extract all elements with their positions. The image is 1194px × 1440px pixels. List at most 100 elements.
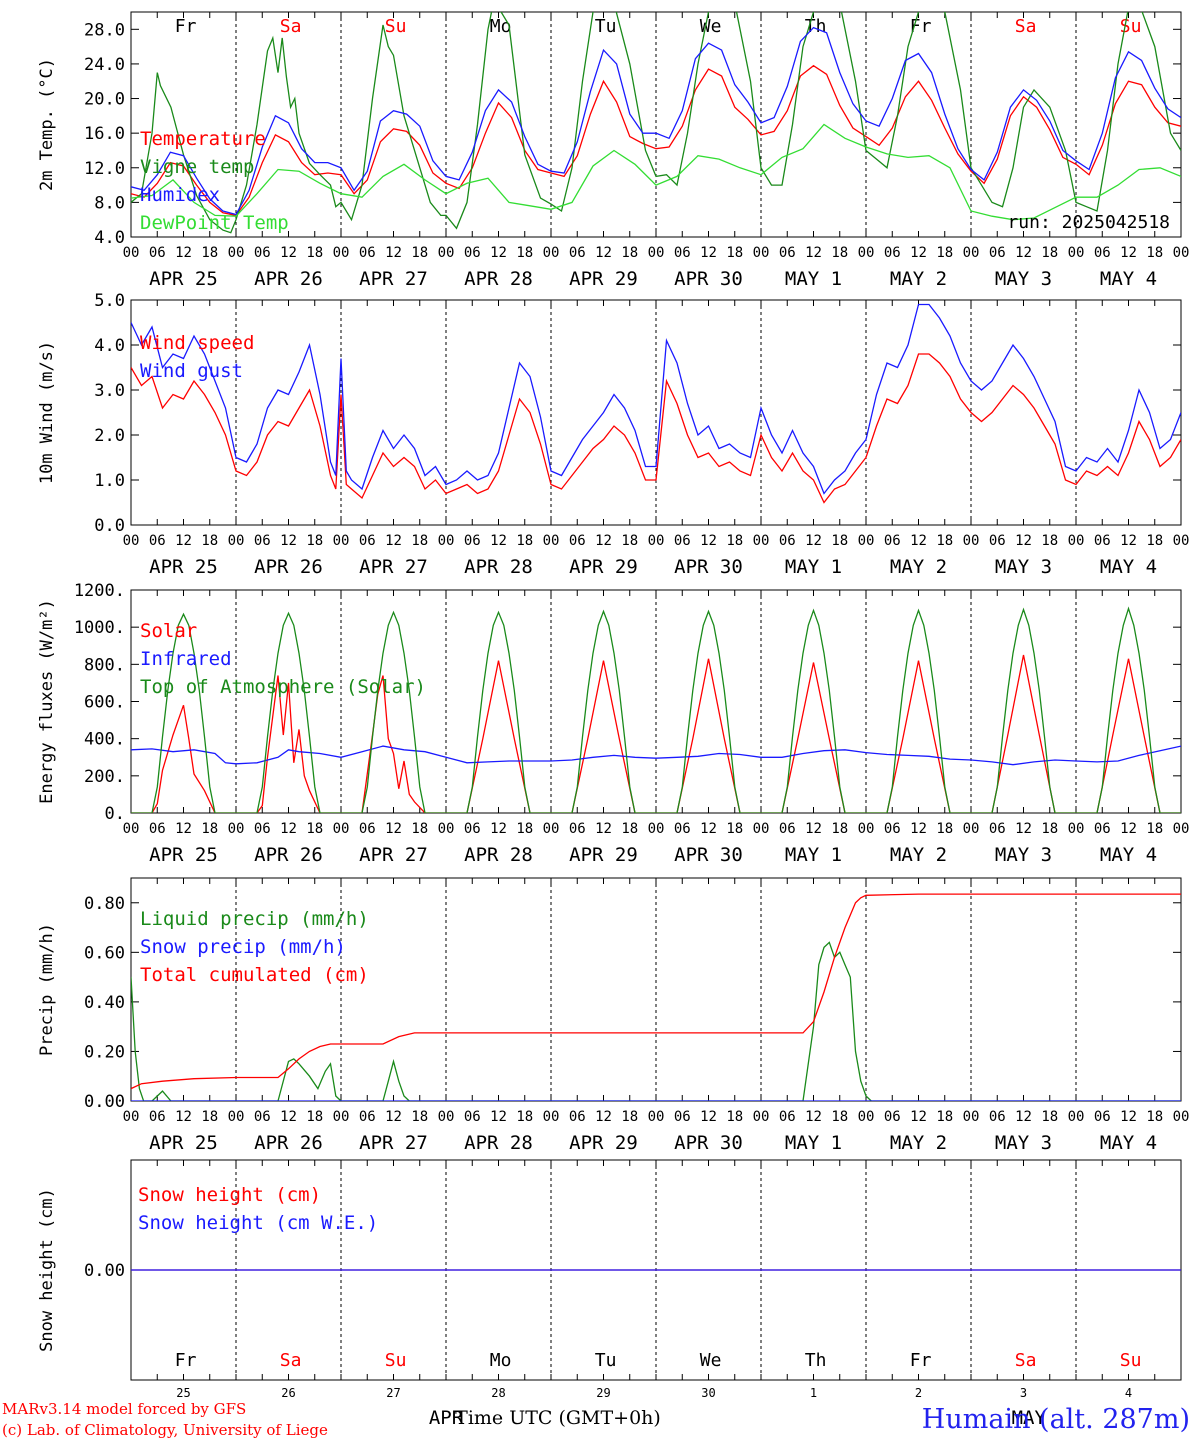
hour-tick-label: 06 — [884, 821, 901, 837]
day-number-label: 27 — [386, 1386, 400, 1400]
hour-tick-label: 00 — [228, 1109, 245, 1125]
hour-tick-label: 12 — [805, 821, 822, 837]
hour-tick-label: 00 — [123, 533, 140, 549]
hour-tick-label: 06 — [149, 821, 166, 837]
hour-tick-label: 18 — [621, 245, 638, 261]
hour-tick-label: 18 — [726, 1109, 743, 1125]
hour-tick-label: 18 — [201, 533, 218, 549]
hour-tick-label: 00 — [543, 533, 560, 549]
day-name-label: We — [700, 16, 722, 37]
hour-tick-label: 00 — [1173, 533, 1190, 549]
legend-entry: Vigne temp — [140, 156, 254, 178]
date-label: APR 26 — [254, 268, 323, 290]
hour-tick-label: 00 — [1173, 1109, 1190, 1125]
hour-tick-label: 18 — [726, 533, 743, 549]
legend-entry: Total cumulated (cm) — [140, 964, 369, 986]
hour-tick-label: 06 — [359, 245, 376, 261]
hour-tick-label: 18 — [936, 533, 953, 549]
hour-tick-label: 00 — [333, 533, 350, 549]
hour-tick-label: 06 — [779, 821, 796, 837]
y-tick-label: 4.0 — [94, 336, 125, 356]
hour-tick-label: 18 — [411, 1109, 428, 1125]
hour-tick-label: 06 — [884, 1109, 901, 1125]
date-label: APR 27 — [359, 268, 428, 290]
y-tick-label: 20.0 — [84, 90, 125, 110]
day-number-label: 1 — [810, 1386, 817, 1400]
date-label: MAY 2 — [890, 844, 947, 866]
day-number-label: 3 — [1020, 1386, 1027, 1400]
day-name-label: Fr — [175, 1350, 197, 1371]
day-name-label: We — [700, 1350, 722, 1371]
hour-tick-label: 18 — [726, 821, 743, 837]
hour-tick-label: 00 — [543, 245, 560, 261]
hour-tick-label: 06 — [884, 245, 901, 261]
y-tick-label: 0. — [105, 804, 125, 824]
hour-tick-label: 00 — [123, 1109, 140, 1125]
hour-tick-label: 00 — [648, 533, 665, 549]
y-tick-label: 200. — [84, 767, 125, 787]
y-tick-label: 2.0 — [94, 426, 125, 446]
day-name-label: Fr — [175, 16, 197, 37]
hour-tick-label: 06 — [1094, 821, 1111, 837]
date-label: APR 26 — [254, 1132, 323, 1154]
date-label: MAY 3 — [995, 1132, 1052, 1154]
series-line-3 — [131, 26, 1181, 216]
day-name-label: Su — [1120, 1350, 1142, 1371]
y-axis-label: Energy fluxes (W/m²) — [37, 599, 57, 804]
hour-tick-label: 12 — [280, 821, 297, 837]
hour-tick-label: 12 — [385, 1109, 402, 1125]
date-label: APR 30 — [674, 1132, 743, 1154]
hour-tick-label: 18 — [831, 533, 848, 549]
day-name-label: Su — [1120, 16, 1142, 37]
date-label: APR 26 — [254, 556, 323, 578]
hour-tick-label: 06 — [254, 245, 271, 261]
hour-tick-label: 12 — [910, 821, 927, 837]
hour-tick-label: 12 — [700, 245, 717, 261]
hour-tick-label: 00 — [648, 1109, 665, 1125]
legend-entry: Solar — [140, 620, 197, 642]
hour-tick-label: 12 — [1120, 821, 1137, 837]
date-label: MAY 4 — [1100, 1132, 1157, 1154]
hour-tick-label: 12 — [385, 821, 402, 837]
hour-tick-label: 18 — [516, 821, 533, 837]
hour-tick-label: 12 — [805, 245, 822, 261]
y-tick-label: 16.0 — [84, 124, 125, 144]
hour-tick-label: 00 — [228, 821, 245, 837]
hour-tick-label: 12 — [280, 1109, 297, 1125]
hour-tick-label: 06 — [1094, 245, 1111, 261]
date-label: APR 25 — [149, 1132, 218, 1154]
hour-tick-label: 06 — [989, 245, 1006, 261]
day-name-label: Sa — [1015, 16, 1037, 37]
hour-tick-label: 00 — [753, 533, 770, 549]
hour-tick-label: 12 — [1015, 245, 1032, 261]
date-label: APR 27 — [359, 1132, 428, 1154]
hour-tick-label: 00 — [438, 1109, 455, 1125]
day-name-label: Mo — [490, 16, 512, 37]
y-tick-label: 28.0 — [84, 20, 125, 40]
y-tick-label: 600. — [84, 693, 125, 713]
hour-tick-label: 00 — [1173, 245, 1190, 261]
day-number-label: 30 — [701, 1386, 715, 1400]
hour-tick-label: 06 — [569, 245, 586, 261]
hour-tick-label: 18 — [936, 245, 953, 261]
hour-tick-label: 00 — [333, 1109, 350, 1125]
hour-tick-label: 12 — [910, 245, 927, 261]
legend-entry: Top of Atmosphere (Solar) — [140, 676, 426, 698]
legend-entry: Wind gust — [140, 360, 243, 382]
hour-tick-label: 00 — [753, 245, 770, 261]
hour-tick-label: 18 — [516, 1109, 533, 1125]
hour-tick-label: 00 — [963, 245, 980, 261]
date-label: MAY 2 — [890, 556, 947, 578]
hour-tick-label: 00 — [1068, 533, 1085, 549]
hour-tick-label: 06 — [464, 1109, 481, 1125]
hour-tick-label: 00 — [333, 821, 350, 837]
hour-tick-label: 00 — [543, 1109, 560, 1125]
hour-tick-label: 06 — [674, 533, 691, 549]
hour-tick-label: 12 — [910, 1109, 927, 1125]
hour-tick-label: 00 — [858, 533, 875, 549]
hour-tick-label: 00 — [228, 533, 245, 549]
hour-tick-label: 12 — [805, 1109, 822, 1125]
date-label: APR 28 — [464, 268, 533, 290]
hour-tick-label: 12 — [175, 533, 192, 549]
month-label: APR — [429, 1407, 464, 1429]
